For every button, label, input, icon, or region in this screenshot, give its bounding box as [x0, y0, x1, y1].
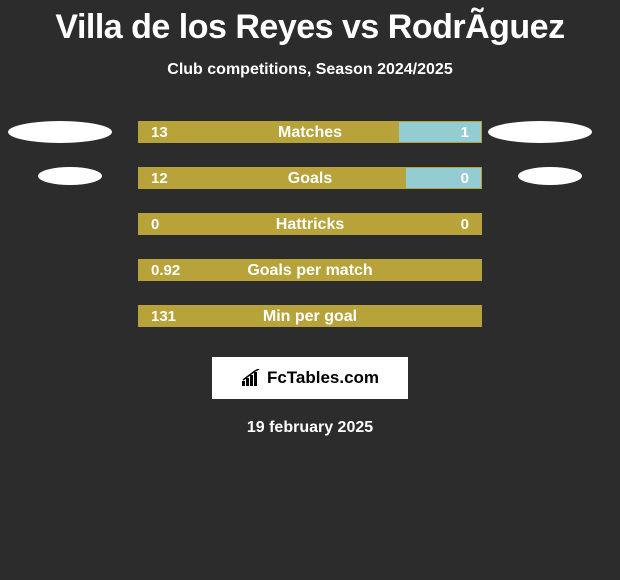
stat-row: 0.92 Goals per match [0, 259, 620, 305]
stat-bar: 13 1 Matches [138, 121, 482, 143]
stat-label: Goals per match [247, 260, 372, 282]
branding-text: FcTables.com [267, 368, 379, 388]
stat-row: 13 1 Matches [0, 121, 620, 167]
stat-value-right: 0 [461, 214, 469, 236]
date-text: 19 february 2025 [247, 419, 373, 437]
stat-label: Min per goal [263, 306, 357, 328]
bar-right [406, 168, 481, 188]
chart-icon [241, 369, 263, 387]
stat-value-left: 13 [151, 122, 168, 144]
branding-box: FcTables.com [212, 357, 408, 399]
stat-value-right: 1 [461, 122, 469, 144]
stat-row: 12 0 Goals [0, 167, 620, 213]
stat-bar: 0 0 Hattricks [138, 213, 482, 235]
stat-label: Hattricks [276, 214, 344, 236]
stat-value-left: 0.92 [151, 260, 180, 282]
bar-left [139, 122, 399, 142]
stat-value-right: 0 [461, 168, 469, 190]
page-title: Villa de los Reyes vs RodrÃ­guez [55, 8, 564, 47]
stat-label: Matches [278, 122, 342, 144]
stats-area: 131Matches120Goals00Hattricks0.92Goals p… [0, 121, 620, 351]
stat-bar: 131 Min per goal [138, 305, 482, 327]
stat-value-left: 12 [151, 168, 168, 190]
stat-bar: 0.92 Goals per match [138, 259, 482, 281]
stat-value-left: 131 [151, 306, 176, 328]
bar-left [139, 168, 406, 188]
stat-bar: 12 0 Goals [138, 167, 482, 189]
stat-label: Goals [288, 168, 332, 190]
stat-value-left: 0 [151, 214, 159, 236]
stat-row: 131 Min per goal [0, 305, 620, 351]
stat-row: 0 0 Hattricks [0, 213, 620, 259]
page-subtitle: Club competitions, Season 2024/2025 [167, 61, 452, 79]
